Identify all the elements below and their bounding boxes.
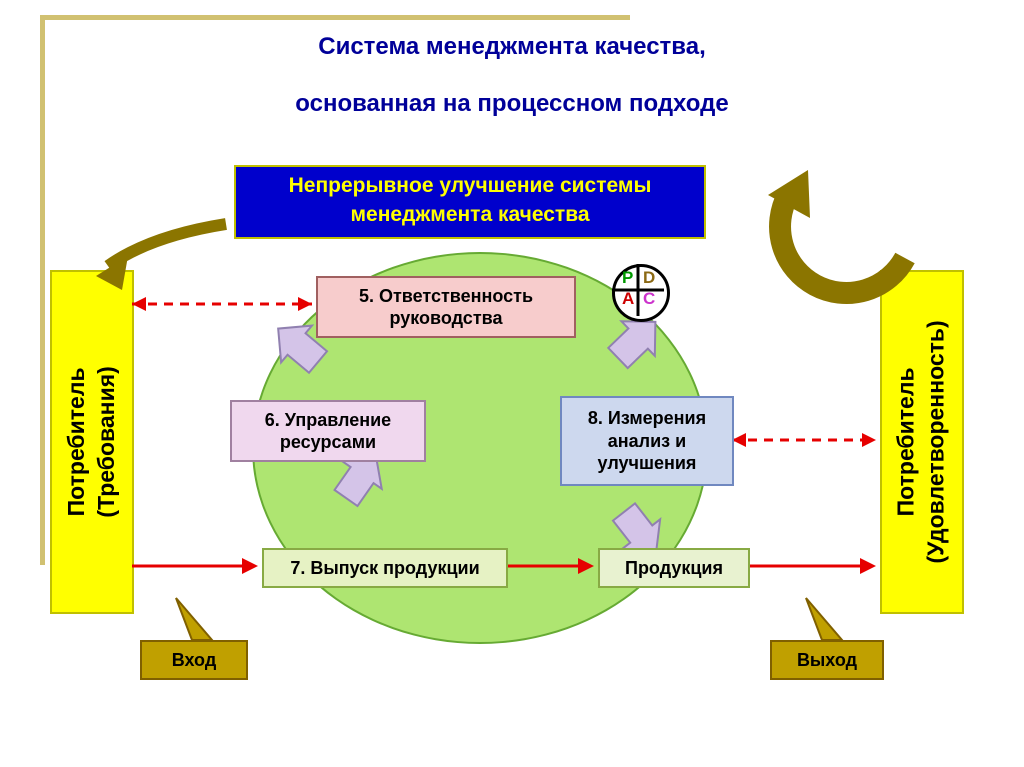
pdca-c: C bbox=[643, 289, 655, 309]
box-8-measurement: 8. Измеренияанализ иулучшения bbox=[560, 396, 734, 486]
pdca-p: P bbox=[622, 268, 633, 288]
pdca-a: A bbox=[622, 289, 634, 309]
label-output: Выход bbox=[770, 640, 884, 680]
label-input: Вход bbox=[140, 640, 248, 680]
box-6-resources: 6. Управлениересурсами bbox=[230, 400, 426, 462]
diagram-stage: Система менеджмента качества, основанная… bbox=[0, 0, 1024, 767]
box-7-production: 7. Выпуск продукции bbox=[262, 548, 508, 588]
box-5-responsibility: 5. Ответственностьруководства bbox=[316, 276, 576, 338]
pdca-d: D bbox=[643, 268, 655, 288]
pdca-circle bbox=[612, 264, 670, 322]
box-product: Продукция bbox=[598, 548, 750, 588]
pdca-icon: P D A C bbox=[612, 264, 664, 316]
pdca-hline bbox=[612, 289, 664, 292]
